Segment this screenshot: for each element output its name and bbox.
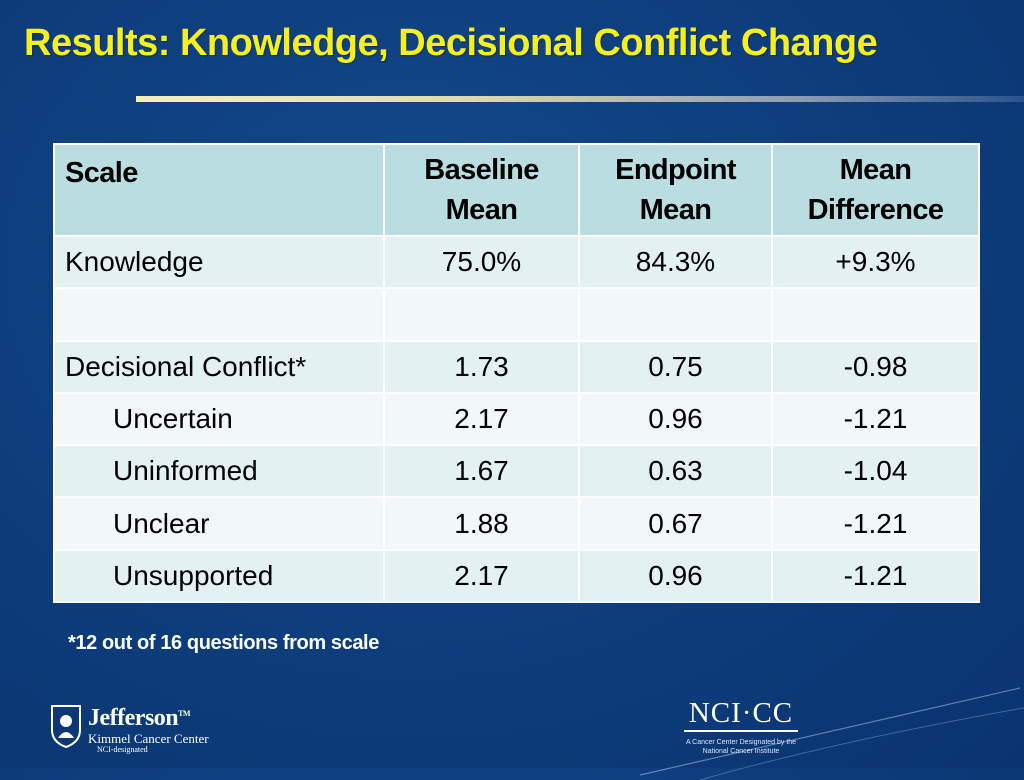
endpoint-value: 0.75 (578, 339, 773, 394)
jefferson-subtitle: Kimmel Cancer Center (88, 731, 209, 746)
baseline-value: 1.67 (383, 444, 580, 499)
table-row: Knowledge 75.0% 84.3% +9.3% (53, 234, 980, 290)
row-label: Unsupported (53, 548, 385, 604)
ncicc-logo: NCI·CC A Cancer Center Designated by the… (676, 698, 806, 762)
endpoint-value (578, 287, 773, 342)
header-endpoint-mean: Endpoint Mean (578, 143, 773, 237)
jefferson-emblem-icon (51, 705, 81, 748)
difference-value: +9.3% (771, 234, 980, 290)
baseline-value (383, 287, 580, 342)
table-row: Unsupported 2.17 0.96 -1.21 (53, 548, 980, 604)
table-row: Unclear 1.88 0.67 -1.21 (53, 496, 980, 551)
baseline-value: 75.0% (383, 234, 580, 290)
difference-value: -0.98 (771, 339, 980, 394)
endpoint-value: 0.67 (578, 496, 773, 551)
ncicc-tagline-1: A Cancer Center Designated by the (685, 739, 797, 746)
baseline-value: 2.17 (383, 391, 580, 447)
baseline-value: 1.73 (383, 339, 580, 394)
difference-value: -1.21 (771, 548, 980, 604)
endpoint-value: 0.63 (578, 444, 773, 499)
endpoint-value: 84.3% (578, 234, 773, 290)
title-underline (136, 96, 1024, 102)
table-row (53, 287, 980, 342)
difference-value: -1.04 (771, 444, 980, 499)
difference-value (771, 287, 980, 342)
endpoint-value: 0.96 (578, 391, 773, 447)
ncicc-tagline-2: National Cancer Institute (702, 748, 780, 755)
header-baseline-mean: Baseline Mean (383, 143, 580, 237)
row-label: Unclear (53, 496, 385, 551)
table-row: Decisional Conflict* 1.73 0.75 -0.98 (53, 339, 980, 394)
table-header-row: Scale Baseline Mean Endpoint Mean Mean D… (53, 143, 980, 237)
ncicc-rule (684, 730, 798, 732)
header-mean-difference: Mean Difference (771, 143, 980, 237)
row-label: Knowledge (53, 234, 385, 290)
jefferson-subtitle-2: NCI-designated (97, 745, 148, 754)
row-label (53, 287, 385, 342)
slide-title: Results: Knowledge, Decisional Conflict … (24, 22, 878, 64)
ncicc-mark: NCI·CC (688, 697, 794, 729)
difference-value: -1.21 (771, 391, 980, 447)
difference-value: -1.21 (771, 496, 980, 551)
header-scale: Scale (53, 143, 385, 237)
results-table: Scale Baseline Mean Endpoint Mean Mean D… (53, 143, 980, 604)
row-label: Decisional Conflict* (53, 339, 385, 394)
footnote: *12 out of 16 questions from scale (68, 632, 379, 654)
jefferson-logo: JeffersonTM Kimmel Cancer Center NCI-des… (50, 704, 240, 754)
row-label: Uncertain (53, 391, 385, 447)
baseline-value: 2.17 (383, 548, 580, 604)
baseline-value: 1.88 (383, 496, 580, 551)
endpoint-value: 0.96 (578, 548, 773, 604)
row-label: Uninformed (53, 444, 385, 499)
jefferson-wordmark: JeffersonTM (88, 705, 191, 731)
table-row: Uninformed 1.67 0.63 -1.04 (53, 444, 980, 499)
table-row: Uncertain 2.17 0.96 -1.21 (53, 391, 980, 447)
